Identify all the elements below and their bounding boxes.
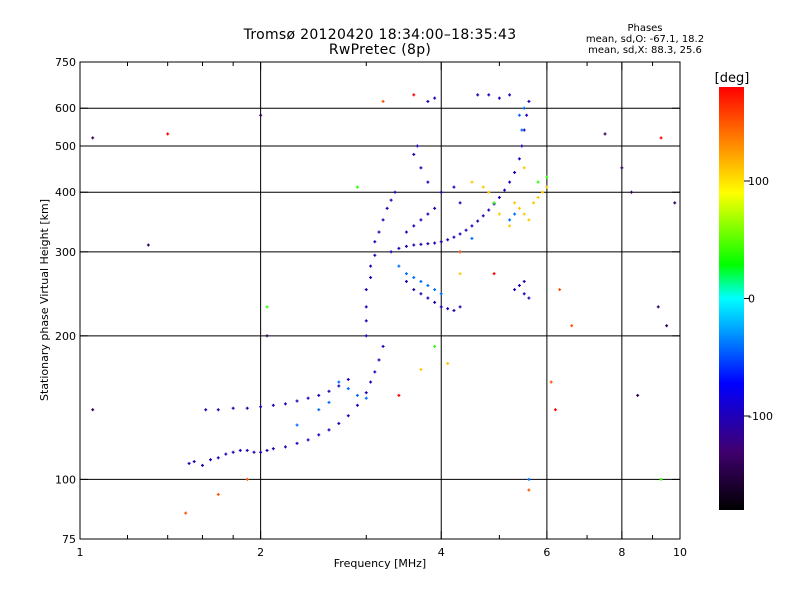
chart-title-line2: RwPretec (8p) bbox=[328, 42, 432, 58]
y-tick-label: 75 bbox=[62, 533, 76, 546]
y-tick-label: 500 bbox=[55, 140, 76, 153]
y-axis-label: Stationary phase Virtual Height [km] bbox=[38, 199, 51, 401]
y-tick-label: 300 bbox=[55, 246, 76, 259]
colorbar-ticks: 100 0 -100 bbox=[744, 175, 773, 423]
stats-title: Phases bbox=[627, 23, 663, 34]
axis-ticks: 1 2 4 6 8 10 75 100 200 300 400 500 600 750 bbox=[55, 56, 687, 559]
colorbar-tick-label: -100 bbox=[748, 410, 773, 423]
colorbar bbox=[719, 87, 744, 510]
stats-line-o: mean, sd,O: -67.1, 18.2 bbox=[585, 34, 705, 45]
y-tick-label: 400 bbox=[55, 186, 76, 199]
x-tick-label: 6 bbox=[543, 546, 550, 559]
x-tick-label: 2 bbox=[257, 546, 264, 559]
y-tick-label: 750 bbox=[55, 56, 76, 69]
colorbar-tick-label: 100 bbox=[748, 175, 769, 188]
colorbar-tick-label: 0 bbox=[748, 293, 755, 306]
x-tick-label: 1 bbox=[77, 546, 84, 559]
y-tick-label: 600 bbox=[55, 102, 76, 115]
x-tick-label: 10 bbox=[673, 546, 687, 559]
chart-title-line1: Tromsø 20120420 18:34:00–18:35:43 bbox=[243, 27, 517, 43]
plot-frame bbox=[79, 61, 681, 540]
x-tick-label: 4 bbox=[438, 546, 445, 559]
x-axis-label: Frequency [MHz] bbox=[334, 557, 426, 570]
grid-lines bbox=[80, 62, 680, 539]
x-tick-label: 8 bbox=[618, 546, 625, 559]
y-tick-label: 200 bbox=[55, 330, 76, 343]
colorbar-unit-label: [deg] bbox=[715, 71, 750, 86]
y-tick-label: 100 bbox=[55, 473, 76, 486]
data-points bbox=[91, 93, 677, 515]
stats-line-x: mean, sd,X: 88.3, 25.6 bbox=[588, 45, 702, 56]
